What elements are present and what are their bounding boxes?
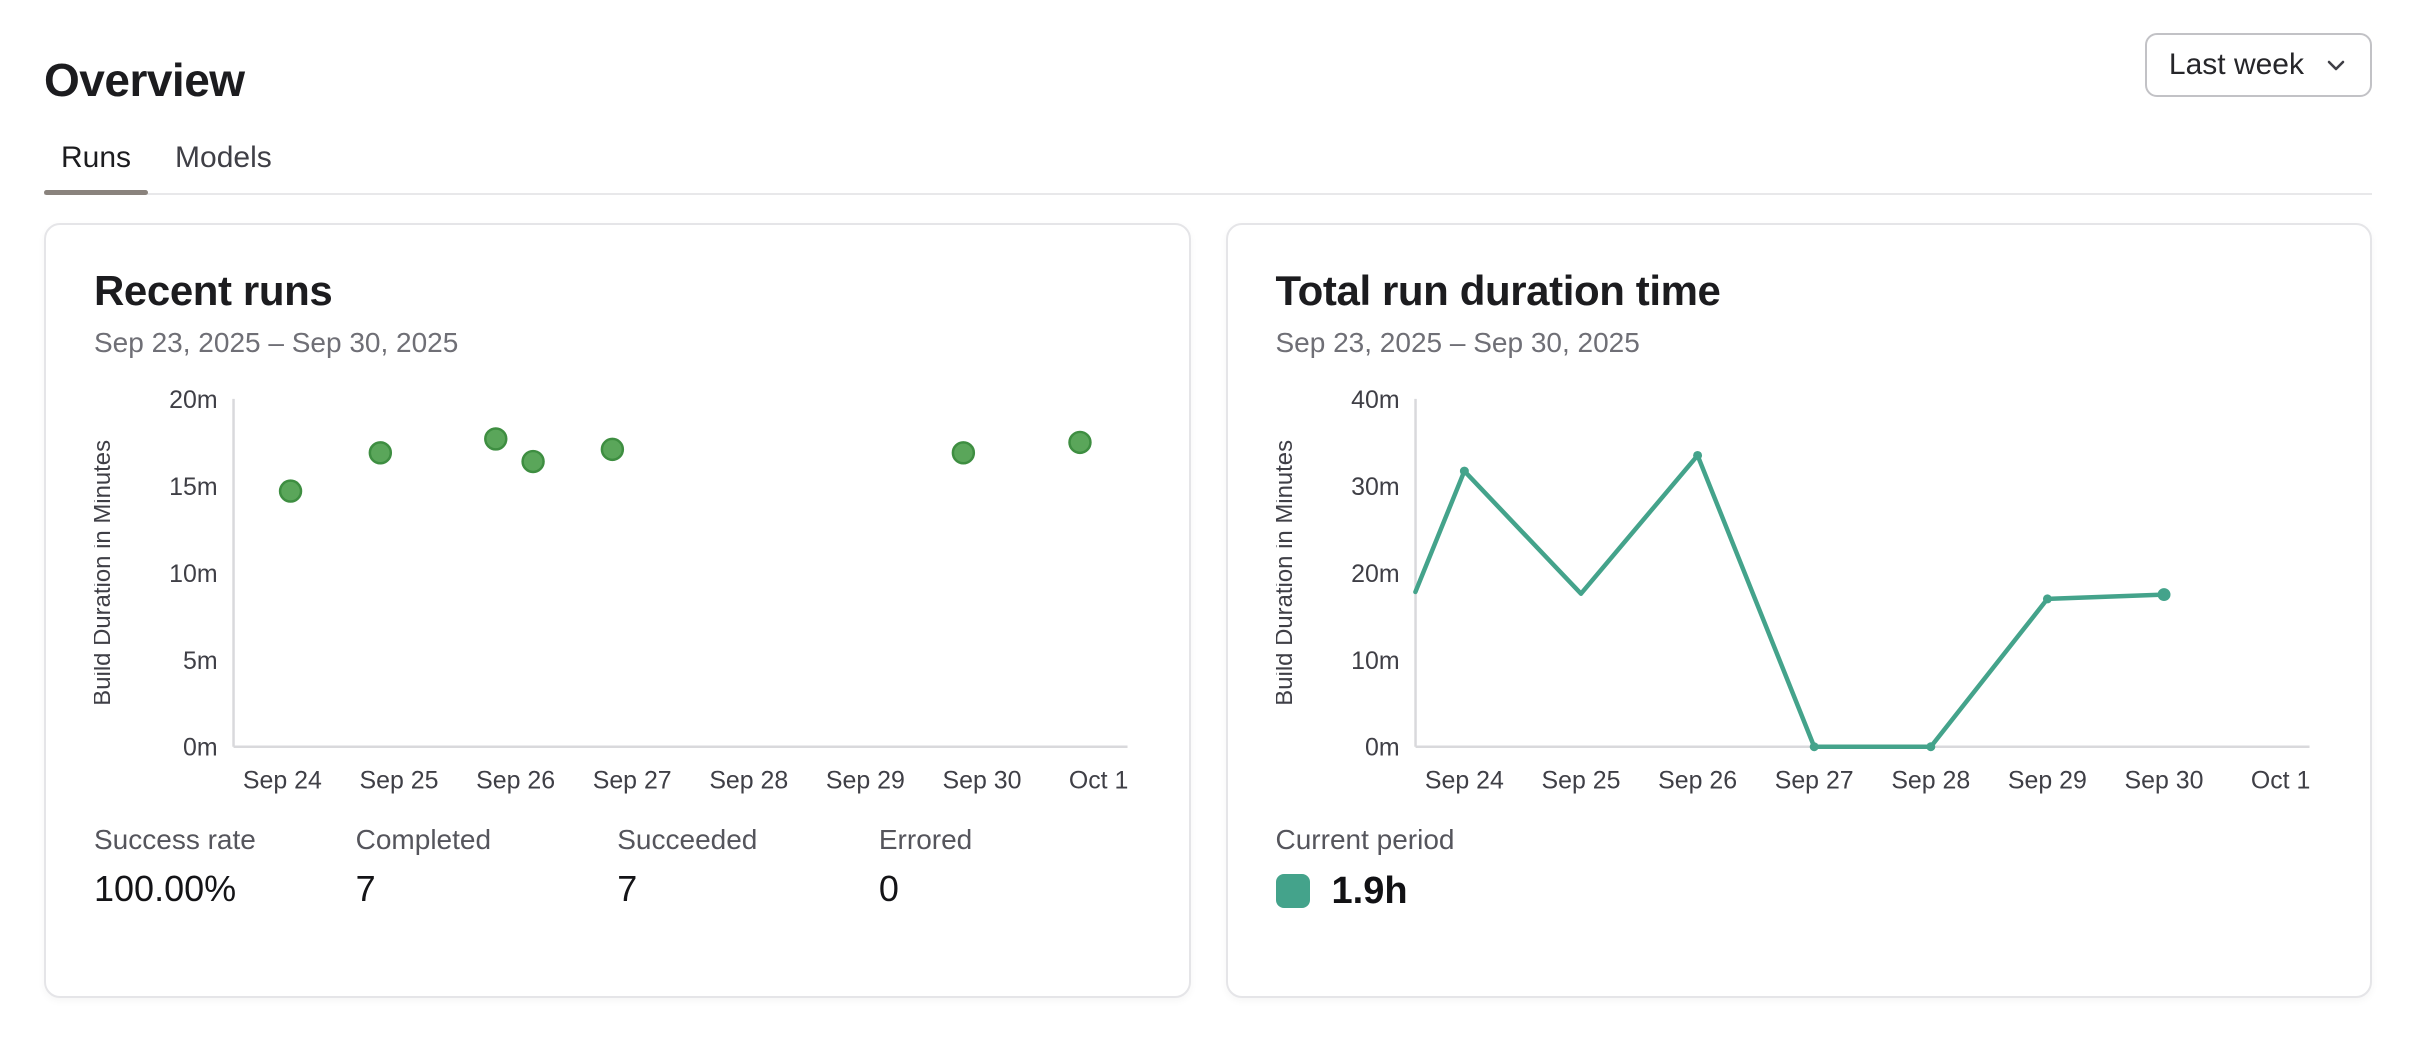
- stat-errored: Errored 0: [879, 824, 1141, 910]
- svg-text:15m: 15m: [169, 473, 217, 501]
- svg-text:Sep 25: Sep 25: [360, 767, 439, 795]
- recent-runs-card: Recent runs Sep 23, 2025 – Sep 30, 2025 …: [44, 223, 1191, 998]
- tab-bar: Runs Models: [44, 137, 2372, 195]
- total-duration-date-range: Sep 23, 2025 – Sep 30, 2025: [1275, 327, 1640, 358]
- svg-text:30m: 30m: [1351, 473, 1399, 501]
- stat-value: 0: [878, 867, 899, 909]
- svg-text:0m: 0m: [183, 734, 218, 762]
- total-duration-title: Total run duration time: [1275, 267, 1721, 314]
- svg-text:5m: 5m: [183, 647, 218, 675]
- stat-label: Completed: [355, 823, 492, 855]
- svg-text:Sep 27: Sep 27: [1774, 767, 1853, 795]
- svg-text:40m: 40m: [1351, 386, 1399, 414]
- stat-value: 100.00%: [94, 867, 237, 909]
- total-duration-card: Total run duration time Sep 23, 2025 – S…: [1225, 223, 2372, 998]
- svg-text:Oct 1: Oct 1: [2250, 767, 2310, 795]
- stat-label: Succeeded: [617, 823, 758, 855]
- svg-text:10m: 10m: [1351, 647, 1399, 675]
- cards-row: Recent runs Sep 23, 2025 – Sep 30, 2025 …: [44, 223, 2372, 998]
- chart-legend: Current period 1.9h: [1275, 823, 2323, 913]
- svg-text:20m: 20m: [169, 386, 217, 414]
- svg-text:Sep 25: Sep 25: [1541, 767, 1620, 795]
- svg-text:Sep 26: Sep 26: [476, 767, 555, 795]
- stat-completed: Completed 7: [356, 824, 618, 910]
- stat-succeeded: Succeeded 7: [617, 824, 879, 910]
- svg-text:20m: 20m: [1351, 560, 1399, 588]
- svg-text:Sep 27: Sep 27: [593, 767, 672, 795]
- recent-runs-date-range: Sep 23, 2025 – Sep 30, 2025: [94, 327, 459, 358]
- svg-text:Sep 24: Sep 24: [1424, 767, 1503, 795]
- run-stats-row: Success rate 100.00% Completed 7 Succeed…: [94, 824, 1141, 910]
- total-duration-line-chart: 0m 10m 20m 30m 40m Sep 24 Sep 25 Sep 26 Sep 27 Se…: [1276, 375, 2323, 798]
- stat-label: Errored: [878, 823, 973, 855]
- tab-models[interactable]: Models: [175, 141, 272, 174]
- svg-text:0m: 0m: [1364, 734, 1399, 762]
- svg-text:10m: 10m: [169, 560, 217, 588]
- stat-value: 7: [355, 867, 376, 909]
- stat-label: Success rate: [94, 823, 256, 855]
- svg-text:Sep 29: Sep 29: [826, 767, 905, 795]
- recent-runs-scatter-chart: 0m 5m 10m 15m 20m Sep 24 Sep 25 Sep 26 Sep 27 Sep…: [94, 375, 1141, 798]
- svg-text:Sep 30: Sep 30: [943, 767, 1022, 795]
- page-title: Overview: [44, 54, 245, 106]
- date-range-label: Last week: [2168, 48, 2304, 81]
- svg-text:Sep 28: Sep 28: [1891, 767, 1970, 795]
- svg-text:Sep 24: Sep 24: [243, 767, 322, 795]
- svg-text:Sep 28: Sep 28: [709, 767, 788, 795]
- stat-success-rate: Success rate 100.00%: [94, 824, 356, 910]
- svg-text:Sep 26: Sep 26: [1658, 767, 1737, 795]
- svg-text:Sep 30: Sep 30: [2124, 767, 2203, 795]
- svg-text:Build Duration in Minutes: Build Duration in Minutes: [1276, 440, 1298, 706]
- legend-value: 1.9h: [1331, 869, 1408, 912]
- legend-label: Current period: [1275, 823, 1455, 855]
- recent-runs-title: Recent runs: [94, 267, 333, 314]
- current-period-swatch: [1275, 874, 1310, 909]
- svg-text:Sep 29: Sep 29: [2007, 767, 2086, 795]
- chevron-down-icon: [2324, 53, 2348, 77]
- date-range-dropdown[interactable]: Last week: [2144, 33, 2372, 97]
- page-header: Overview Last week: [44, 33, 2372, 107]
- svg-text:Oct 1: Oct 1: [1069, 767, 1129, 795]
- stat-value: 7: [617, 867, 638, 909]
- tab-runs[interactable]: Runs: [44, 137, 149, 195]
- svg-text:Build Duration in Minutes: Build Duration in Minutes: [94, 440, 116, 706]
